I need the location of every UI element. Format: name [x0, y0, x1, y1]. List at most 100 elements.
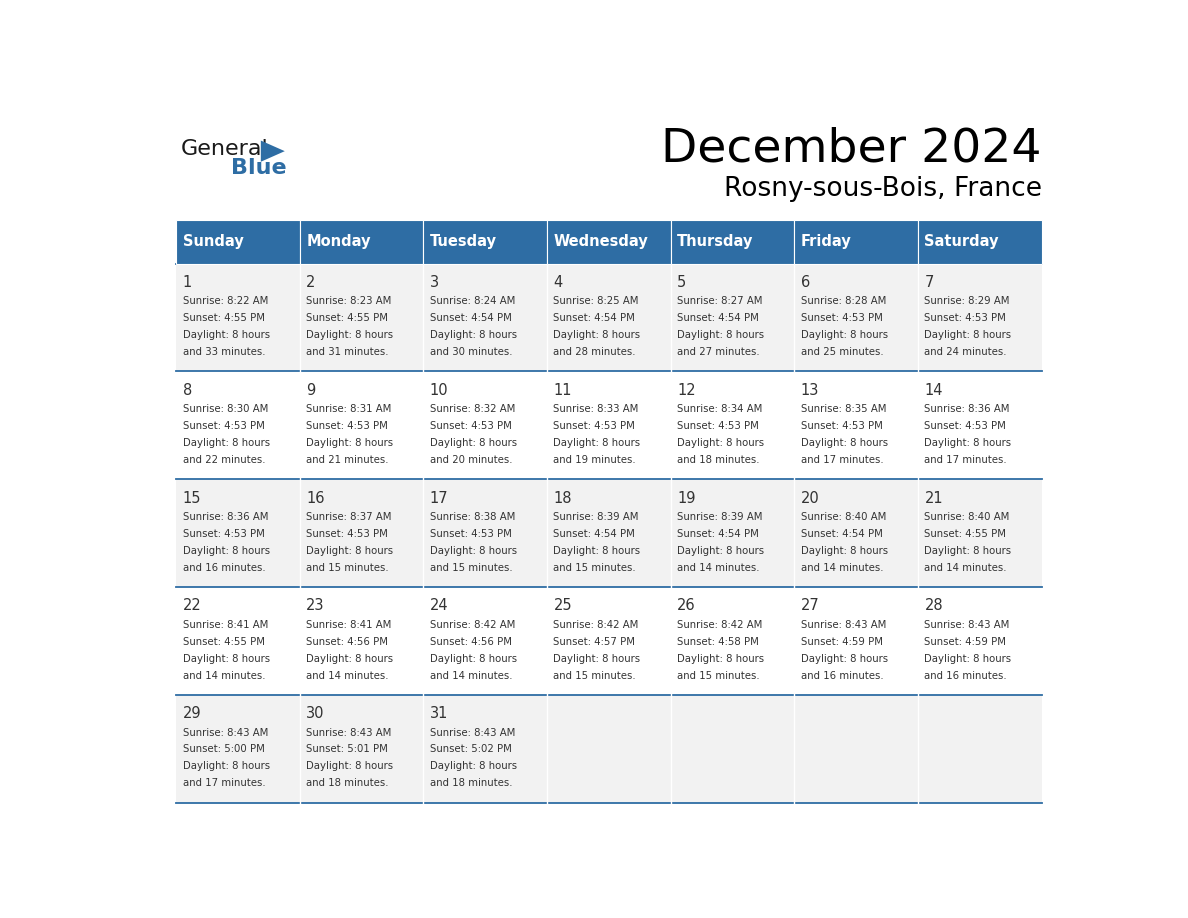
Text: December 2024: December 2024 — [661, 127, 1042, 172]
Bar — [176, 372, 1042, 479]
Text: Daylight: 8 hours: Daylight: 8 hours — [554, 438, 640, 448]
Text: Sunset: 4:55 PM: Sunset: 4:55 PM — [183, 636, 265, 646]
Text: Sunset: 4:54 PM: Sunset: 4:54 PM — [677, 529, 759, 539]
Text: Rosny-sous-Bois, France: Rosny-sous-Bois, France — [723, 176, 1042, 202]
Text: Sunset: 4:53 PM: Sunset: 4:53 PM — [430, 529, 512, 539]
Text: and 18 minutes.: and 18 minutes. — [430, 778, 512, 789]
Text: Sunset: 4:59 PM: Sunset: 4:59 PM — [801, 636, 883, 646]
Text: and 16 minutes.: and 16 minutes. — [801, 670, 884, 680]
Bar — [423, 219, 546, 263]
Text: Daylight: 8 hours: Daylight: 8 hours — [430, 545, 517, 555]
Text: and 15 minutes.: and 15 minutes. — [677, 670, 760, 680]
Text: 10: 10 — [430, 383, 448, 397]
Text: Daylight: 8 hours: Daylight: 8 hours — [183, 438, 270, 448]
Bar — [176, 588, 1042, 695]
Text: 9: 9 — [307, 383, 316, 397]
Text: and 18 minutes.: and 18 minutes. — [307, 778, 388, 789]
Bar — [671, 219, 795, 263]
Text: and 14 minutes.: and 14 minutes. — [430, 670, 512, 680]
Text: Sunset: 4:54 PM: Sunset: 4:54 PM — [801, 529, 883, 539]
Text: Sunset: 4:53 PM: Sunset: 4:53 PM — [183, 529, 265, 539]
Text: Saturday: Saturday — [924, 234, 999, 249]
Text: and 20 minutes.: and 20 minutes. — [430, 454, 512, 465]
Text: Sunrise: 8:39 AM: Sunrise: 8:39 AM — [554, 512, 639, 521]
Text: Sunrise: 8:27 AM: Sunrise: 8:27 AM — [677, 297, 763, 306]
Text: Sunrise: 8:36 AM: Sunrise: 8:36 AM — [183, 512, 268, 521]
Text: Sunset: 4:55 PM: Sunset: 4:55 PM — [307, 313, 388, 323]
Text: 31: 31 — [430, 706, 448, 722]
Text: Sunset: 4:53 PM: Sunset: 4:53 PM — [924, 313, 1006, 323]
Text: Daylight: 8 hours: Daylight: 8 hours — [307, 654, 393, 664]
Text: Daylight: 8 hours: Daylight: 8 hours — [924, 330, 1011, 340]
Text: Sunrise: 8:42 AM: Sunrise: 8:42 AM — [677, 620, 763, 630]
Text: Daylight: 8 hours: Daylight: 8 hours — [801, 545, 887, 555]
Text: Sunrise: 8:40 AM: Sunrise: 8:40 AM — [801, 512, 886, 521]
Text: Sunrise: 8:38 AM: Sunrise: 8:38 AM — [430, 512, 516, 521]
Text: and 22 minutes.: and 22 minutes. — [183, 454, 265, 465]
Text: Sunrise: 8:42 AM: Sunrise: 8:42 AM — [430, 620, 516, 630]
Text: Sunrise: 8:40 AM: Sunrise: 8:40 AM — [924, 512, 1010, 521]
Text: 8: 8 — [183, 383, 191, 397]
Text: Sunrise: 8:43 AM: Sunrise: 8:43 AM — [924, 620, 1010, 630]
Text: Sunday: Sunday — [183, 234, 244, 249]
Text: and 17 minutes.: and 17 minutes. — [183, 778, 265, 789]
Text: and 14 minutes.: and 14 minutes. — [801, 563, 883, 573]
Bar — [546, 219, 671, 263]
Text: Sunset: 4:54 PM: Sunset: 4:54 PM — [554, 529, 636, 539]
Text: 19: 19 — [677, 490, 696, 506]
Bar — [795, 219, 918, 263]
Text: 26: 26 — [677, 599, 696, 613]
Bar — [176, 479, 1042, 588]
Text: 25: 25 — [554, 599, 573, 613]
Text: Sunrise: 8:35 AM: Sunrise: 8:35 AM — [801, 404, 886, 414]
Text: Daylight: 8 hours: Daylight: 8 hours — [801, 330, 887, 340]
Text: and 16 minutes.: and 16 minutes. — [924, 670, 1007, 680]
Text: Sunrise: 8:33 AM: Sunrise: 8:33 AM — [554, 404, 639, 414]
Text: 4: 4 — [554, 274, 563, 290]
Polygon shape — [261, 140, 285, 162]
Text: Daylight: 8 hours: Daylight: 8 hours — [183, 545, 270, 555]
Text: Sunrise: 8:28 AM: Sunrise: 8:28 AM — [801, 297, 886, 306]
Text: and 15 minutes.: and 15 minutes. — [430, 563, 512, 573]
Text: 1: 1 — [183, 274, 191, 290]
Text: and 15 minutes.: and 15 minutes. — [554, 563, 636, 573]
Bar — [176, 219, 299, 263]
Text: Sunset: 4:54 PM: Sunset: 4:54 PM — [554, 313, 636, 323]
Text: Sunrise: 8:24 AM: Sunrise: 8:24 AM — [430, 297, 516, 306]
Text: Daylight: 8 hours: Daylight: 8 hours — [554, 545, 640, 555]
Text: Daylight: 8 hours: Daylight: 8 hours — [554, 654, 640, 664]
Text: 2: 2 — [307, 274, 316, 290]
Text: and 21 minutes.: and 21 minutes. — [307, 454, 388, 465]
Text: Sunrise: 8:36 AM: Sunrise: 8:36 AM — [924, 404, 1010, 414]
Text: Daylight: 8 hours: Daylight: 8 hours — [677, 654, 764, 664]
Text: 20: 20 — [801, 490, 820, 506]
Bar — [176, 263, 1042, 372]
Text: and 28 minutes.: and 28 minutes. — [554, 347, 636, 357]
Text: Sunrise: 8:31 AM: Sunrise: 8:31 AM — [307, 404, 392, 414]
Text: 13: 13 — [801, 383, 819, 397]
Text: Sunset: 4:53 PM: Sunset: 4:53 PM — [924, 420, 1006, 431]
Text: Daylight: 8 hours: Daylight: 8 hours — [307, 545, 393, 555]
Text: Daylight: 8 hours: Daylight: 8 hours — [677, 438, 764, 448]
Text: Sunset: 4:53 PM: Sunset: 4:53 PM — [801, 313, 883, 323]
Text: 16: 16 — [307, 490, 324, 506]
Text: Daylight: 8 hours: Daylight: 8 hours — [801, 438, 887, 448]
Text: Sunrise: 8:41 AM: Sunrise: 8:41 AM — [307, 620, 392, 630]
Text: Sunrise: 8:30 AM: Sunrise: 8:30 AM — [183, 404, 268, 414]
Text: Daylight: 8 hours: Daylight: 8 hours — [677, 330, 764, 340]
Text: Sunset: 4:55 PM: Sunset: 4:55 PM — [924, 529, 1006, 539]
Text: General: General — [181, 139, 268, 159]
Text: and 31 minutes.: and 31 minutes. — [307, 347, 388, 357]
Text: 22: 22 — [183, 599, 201, 613]
Text: Sunset: 4:56 PM: Sunset: 4:56 PM — [430, 636, 512, 646]
Text: and 17 minutes.: and 17 minutes. — [801, 454, 884, 465]
Text: Blue: Blue — [232, 158, 287, 178]
Text: Sunrise: 8:32 AM: Sunrise: 8:32 AM — [430, 404, 516, 414]
Text: Daylight: 8 hours: Daylight: 8 hours — [183, 330, 270, 340]
Text: Sunrise: 8:41 AM: Sunrise: 8:41 AM — [183, 620, 268, 630]
Text: Sunset: 5:01 PM: Sunset: 5:01 PM — [307, 744, 388, 755]
Text: Daylight: 8 hours: Daylight: 8 hours — [183, 654, 270, 664]
Text: and 18 minutes.: and 18 minutes. — [677, 454, 759, 465]
Bar — [176, 695, 1042, 803]
Text: Sunset: 4:53 PM: Sunset: 4:53 PM — [430, 420, 512, 431]
